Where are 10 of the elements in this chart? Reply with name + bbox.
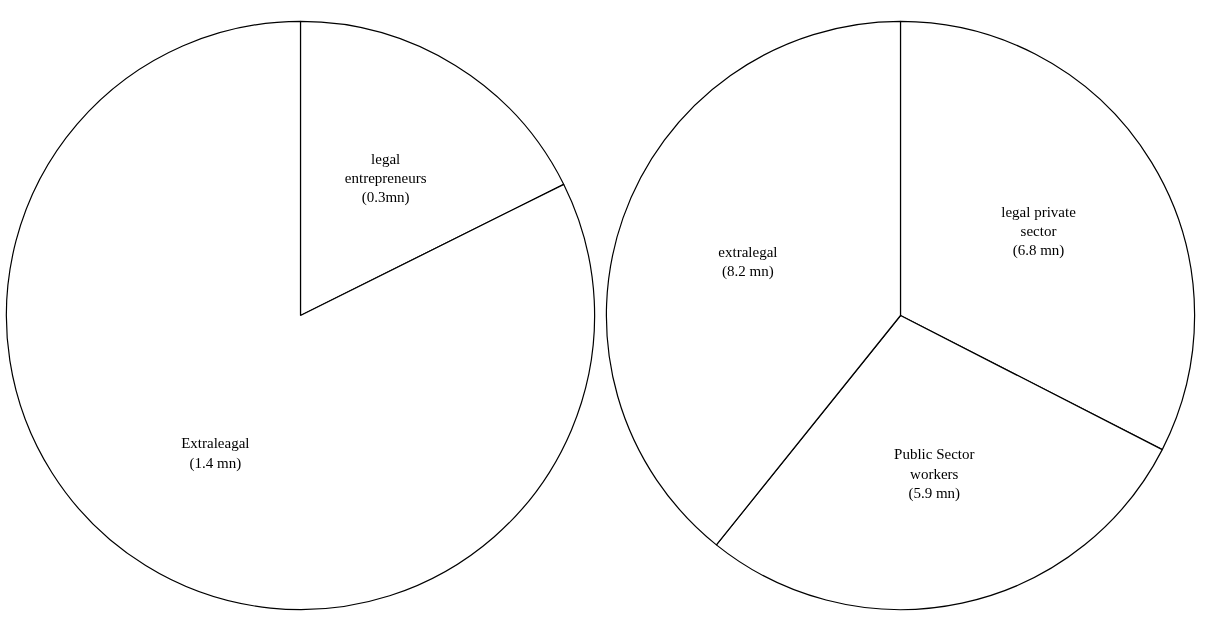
slice-label: Extraleagal <box>181 435 250 452</box>
data-label: (1.4 mn) <box>189 454 242 472</box>
data-label: (0.3mn) <box>361 189 410 207</box>
slice-label: extralegal <box>718 244 778 261</box>
slice-label: legal entrepreneurs <box>344 150 427 186</box>
data-label: (5.9 mn) <box>908 484 961 502</box>
slice-label: Public Sector workers <box>894 446 975 482</box>
data-label: (6.8 mn) <box>1012 242 1065 260</box>
data-label: (8.2 mn) <box>722 263 774 281</box>
slice-label: legal private sector <box>1001 203 1077 240</box>
